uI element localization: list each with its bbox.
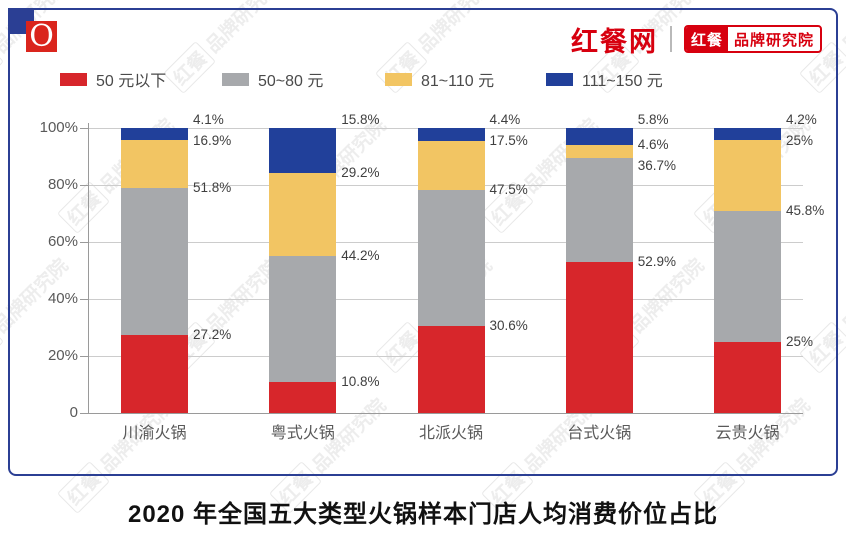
legend-item: 111~150 元 <box>546 71 663 90</box>
y-axis-tick <box>80 128 88 129</box>
category-label: 川渝火锅 <box>122 425 187 442</box>
x-axis-line <box>88 413 803 414</box>
stacked-bar <box>269 128 337 413</box>
category-label: 粤式火锅 <box>270 425 335 442</box>
brand-header: 红餐网 红餐 品牌研究院 <box>571 24 822 57</box>
segment-value-label: 45.8% <box>786 203 825 219</box>
bar-segment <box>417 128 485 141</box>
y-axis-tick-label: 40% <box>47 290 78 307</box>
bar-segment <box>565 157 633 263</box>
segment-value-label: 4.2% <box>786 112 817 127</box>
bar-segment <box>121 187 188 336</box>
segment-value-label: 51.8% <box>193 179 232 195</box>
category-label: 台式火锅 <box>567 425 632 442</box>
segment-value-label: 4.1% <box>193 112 224 127</box>
y-axis-tick <box>80 185 88 186</box>
bar-segment <box>417 325 485 413</box>
legend-item: 50~80 元 <box>222 71 323 90</box>
bar-segment <box>714 128 781 140</box>
segment-value-label: 10.8% <box>341 374 380 390</box>
y-axis-tick <box>80 299 88 300</box>
stacked-bar <box>565 128 633 413</box>
bar-segment <box>714 139 781 212</box>
bar-segment <box>121 128 188 140</box>
bar-segment <box>714 341 781 413</box>
legend-swatch <box>385 72 412 86</box>
legend-item: 50 元以下 <box>60 71 166 90</box>
bar-segment <box>565 262 633 413</box>
bar-segment <box>269 256 337 383</box>
bar-segment <box>269 382 337 413</box>
brand-badge-label: 品牌研究院 <box>733 31 814 49</box>
bar-segment <box>417 190 485 326</box>
y-axis-tick <box>80 356 88 357</box>
segment-value-label: 52.9% <box>637 254 677 270</box>
stacked-bar <box>714 128 781 413</box>
legend-label: 111~150 元 <box>582 73 663 90</box>
segment-value-label: 25% <box>786 133 814 148</box>
stacked-bar <box>121 128 188 413</box>
bar-segment <box>565 128 633 145</box>
segment-value-label: 16.9% <box>193 133 232 148</box>
y-axis-line <box>88 123 89 413</box>
y-axis-tick-label: 60% <box>47 233 78 250</box>
y-axis-tick-label: 20% <box>47 347 78 364</box>
segment-value-label: 29.2% <box>341 165 380 181</box>
brand-site-name: 红餐网 <box>570 26 658 57</box>
legend-swatch <box>60 72 87 86</box>
brand-divider <box>669 26 672 52</box>
bar-segment <box>565 144 633 158</box>
segment-value-label: 25% <box>786 333 814 349</box>
publisher-logo: O <box>26 21 57 52</box>
segment-value-label: 17.5% <box>489 133 528 148</box>
segment-value-label: 4.6% <box>637 136 669 152</box>
segment-value-label: 4.4% <box>489 112 521 127</box>
y-axis-tick <box>80 242 88 243</box>
bar-segment <box>269 173 337 257</box>
legend-swatch <box>222 72 249 86</box>
legend-swatch <box>546 72 573 86</box>
y-axis-tick-label: 100% <box>39 119 78 136</box>
legend-item: 81~110 元 <box>385 71 494 90</box>
segment-value-label: 30.6% <box>489 317 528 333</box>
brand-badge-logo: 红餐 <box>685 27 728 51</box>
stacked-bar <box>417 128 485 413</box>
legend-label: 50 元以下 <box>96 73 167 90</box>
publisher-logo-letter: O <box>29 18 54 54</box>
legend-label: 50~80 元 <box>258 73 324 90</box>
category-label: 北派火锅 <box>418 425 483 442</box>
bar-segment <box>714 211 781 342</box>
bar-segment <box>121 139 188 188</box>
y-axis-tick <box>80 413 88 414</box>
segment-value-label: 36.7% <box>637 157 677 173</box>
category-label: 云贵火锅 <box>715 425 780 442</box>
brand-badge: 红餐 品牌研究院 <box>683 25 822 53</box>
segment-value-label: 15.8% <box>341 112 380 127</box>
bar-segment <box>417 140 485 191</box>
segment-value-label: 27.2% <box>193 327 232 343</box>
legend-label: 81~110 元 <box>421 73 495 90</box>
chart-title: 2020 年全国五大类型火锅样本门店人均消费价位占比 <box>127 501 719 528</box>
y-axis-tick-label: 0 <box>69 404 78 421</box>
segment-value-label: 47.5% <box>489 182 528 198</box>
segment-value-label: 44.2% <box>341 248 380 264</box>
segment-value-label: 5.8% <box>637 112 669 127</box>
bar-segment <box>121 335 188 413</box>
y-axis-tick-label: 80% <box>47 176 78 193</box>
bar-segment <box>269 128 337 174</box>
